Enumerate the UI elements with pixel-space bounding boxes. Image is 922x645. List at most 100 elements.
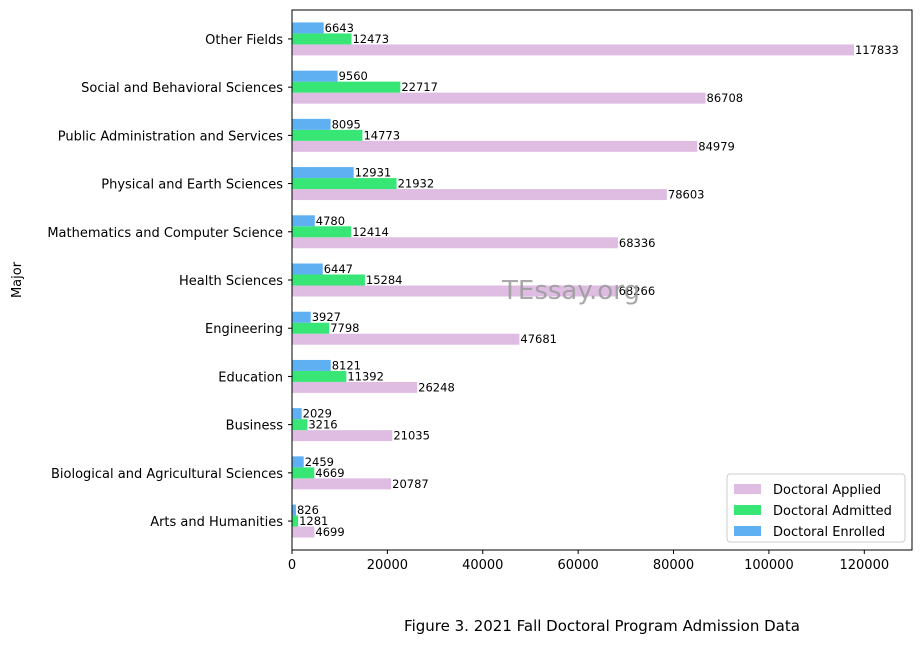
bar-0-9 xyxy=(292,92,706,104)
x-tick-label-0: 0 xyxy=(288,558,296,573)
data-label-2-6: 4780 xyxy=(316,214,345,228)
legend-label-0: Doctoral Applied xyxy=(773,483,881,498)
bar-2-4 xyxy=(292,311,311,323)
bar-0-7 xyxy=(292,189,667,201)
legend-swatch-1 xyxy=(734,505,761,515)
legend-box xyxy=(726,473,906,543)
x-tick-label-6: 120000 xyxy=(839,558,889,573)
y-axis-ticks: Arts and Humanities Biological and Agricu… xyxy=(47,33,292,530)
data-label-1-9: 22717 xyxy=(401,80,438,94)
data-label-2-8: 8095 xyxy=(332,117,361,131)
x-tick-label-1: 20000 xyxy=(367,558,408,573)
y-axis-label: Major xyxy=(10,261,25,298)
data-label-0-5: 68266 xyxy=(619,284,656,298)
y-tick-label-0: Arts and Humanities xyxy=(150,515,283,530)
bar-1-7 xyxy=(292,178,397,190)
legend-swatch-0 xyxy=(734,484,761,494)
bar-0-1 xyxy=(292,478,392,490)
bar-1-2 xyxy=(292,419,308,431)
x-axis-ticks: 0 20000 40000 60000 80000 100000 120000 xyxy=(288,550,889,573)
data-label-2-0: 826 xyxy=(297,503,319,517)
bar-2-2 xyxy=(292,408,302,420)
figure-caption: Figure 3. 2021 Fall Doctoral Program Adm… xyxy=(404,617,800,635)
data-label-0-9: 86708 xyxy=(707,91,744,105)
bar-2-1 xyxy=(292,456,304,468)
data-label-2-3: 8121 xyxy=(332,358,361,372)
bars-layer xyxy=(292,22,854,538)
y-tick-label-7: Physical and Earth Sciences xyxy=(101,178,283,193)
bar-1-1 xyxy=(292,467,315,479)
data-label-2-2: 2029 xyxy=(303,407,332,421)
bar-1-6 xyxy=(292,226,352,238)
y-tick-label-6: Mathematics and Computer Science xyxy=(47,226,283,241)
legend-label-2: Doctoral Enrolled xyxy=(773,525,885,540)
data-label-1-7: 21932 xyxy=(398,177,435,191)
data-label-0-2: 21035 xyxy=(393,429,430,443)
y-tick-label-10: Other Fields xyxy=(205,33,283,48)
data-label-2-7: 12931 xyxy=(355,166,392,180)
data-label-0-10: 117833 xyxy=(855,43,899,57)
data-label-0-6: 68336 xyxy=(619,236,656,250)
data-label-2-1: 2459 xyxy=(305,455,334,469)
bar-1-3 xyxy=(292,370,347,382)
y-tick-label-2: Business xyxy=(226,419,284,434)
bar-1-4 xyxy=(292,322,330,334)
y-tick-label-9: Social and Behavioral Sciences xyxy=(81,81,283,96)
bar-2-3 xyxy=(292,359,331,371)
bar-1-0 xyxy=(292,515,299,527)
x-tick-label-3: 60000 xyxy=(557,558,598,573)
bar-2-6 xyxy=(292,215,315,227)
legend-label-1: Doctoral Admitted xyxy=(773,504,892,519)
bar-1-8 xyxy=(292,129,363,141)
legend-swatch-2 xyxy=(734,526,761,536)
data-labels-layer: 4699 20787 21035 26248 47681 68266 68336 78603 8… xyxy=(297,21,899,539)
data-label-0-7: 78603 xyxy=(668,188,705,202)
bar-0-5 xyxy=(292,285,618,297)
data-label-2-4: 3927 xyxy=(312,310,341,324)
bar-2-5 xyxy=(292,263,323,275)
data-label-1-1: 4669 xyxy=(315,466,344,480)
data-label-1-3: 11392 xyxy=(347,369,384,383)
bar-0-3 xyxy=(292,381,418,393)
bar-0-10 xyxy=(292,44,854,56)
y-tick-label-5: Health Sciences xyxy=(179,274,283,289)
y-tick-label-8: Public Administration and Services xyxy=(58,129,283,144)
data-label-2-5: 6447 xyxy=(324,262,353,276)
bar-2-9 xyxy=(292,70,338,82)
bar-0-2 xyxy=(292,430,393,442)
data-label-1-4: 7798 xyxy=(330,321,359,335)
data-label-1-5: 15284 xyxy=(366,273,403,287)
data-label-1-10: 12473 xyxy=(352,32,389,46)
bar-2-10 xyxy=(292,22,324,34)
bar-2-7 xyxy=(292,167,354,179)
bar-0-0 xyxy=(292,526,315,538)
data-label-1-6: 12414 xyxy=(352,225,389,239)
x-tick-label-4: 80000 xyxy=(653,558,694,573)
data-label-2-10: 6643 xyxy=(325,21,354,35)
y-tick-label-4: Engineering xyxy=(205,322,283,337)
data-label-0-3: 26248 xyxy=(418,380,455,394)
y-tick-label-1: Biological and Agricultural Sciences xyxy=(51,467,283,482)
bar-1-5 xyxy=(292,274,365,286)
legend: Doctoral Applied Doctoral Admitted Doctora… xyxy=(726,473,906,543)
bar-0-6 xyxy=(292,237,618,249)
bar-1-10 xyxy=(292,33,352,45)
data-label-0-4: 47681 xyxy=(520,332,557,346)
bar-0-4 xyxy=(292,333,520,345)
bar-1-9 xyxy=(292,81,401,93)
bar-2-8 xyxy=(292,118,331,130)
data-label-1-8: 14773 xyxy=(363,128,400,142)
x-tick-label-5: 100000 xyxy=(744,558,794,573)
x-tick-label-2: 40000 xyxy=(462,558,503,573)
data-label-1-0: 1281 xyxy=(299,514,328,528)
data-label-2-9: 9560 xyxy=(339,69,368,83)
bar-2-0 xyxy=(292,504,296,516)
data-label-0-0: 4699 xyxy=(315,525,344,539)
data-label-0-8: 84979 xyxy=(698,139,735,153)
bar-0-8 xyxy=(292,140,698,152)
data-label-0-1: 20787 xyxy=(392,477,429,491)
data-label-1-2: 3216 xyxy=(308,418,337,432)
y-tick-label-3: Education xyxy=(218,370,283,385)
watermark-text: TEssay.org xyxy=(501,276,640,306)
